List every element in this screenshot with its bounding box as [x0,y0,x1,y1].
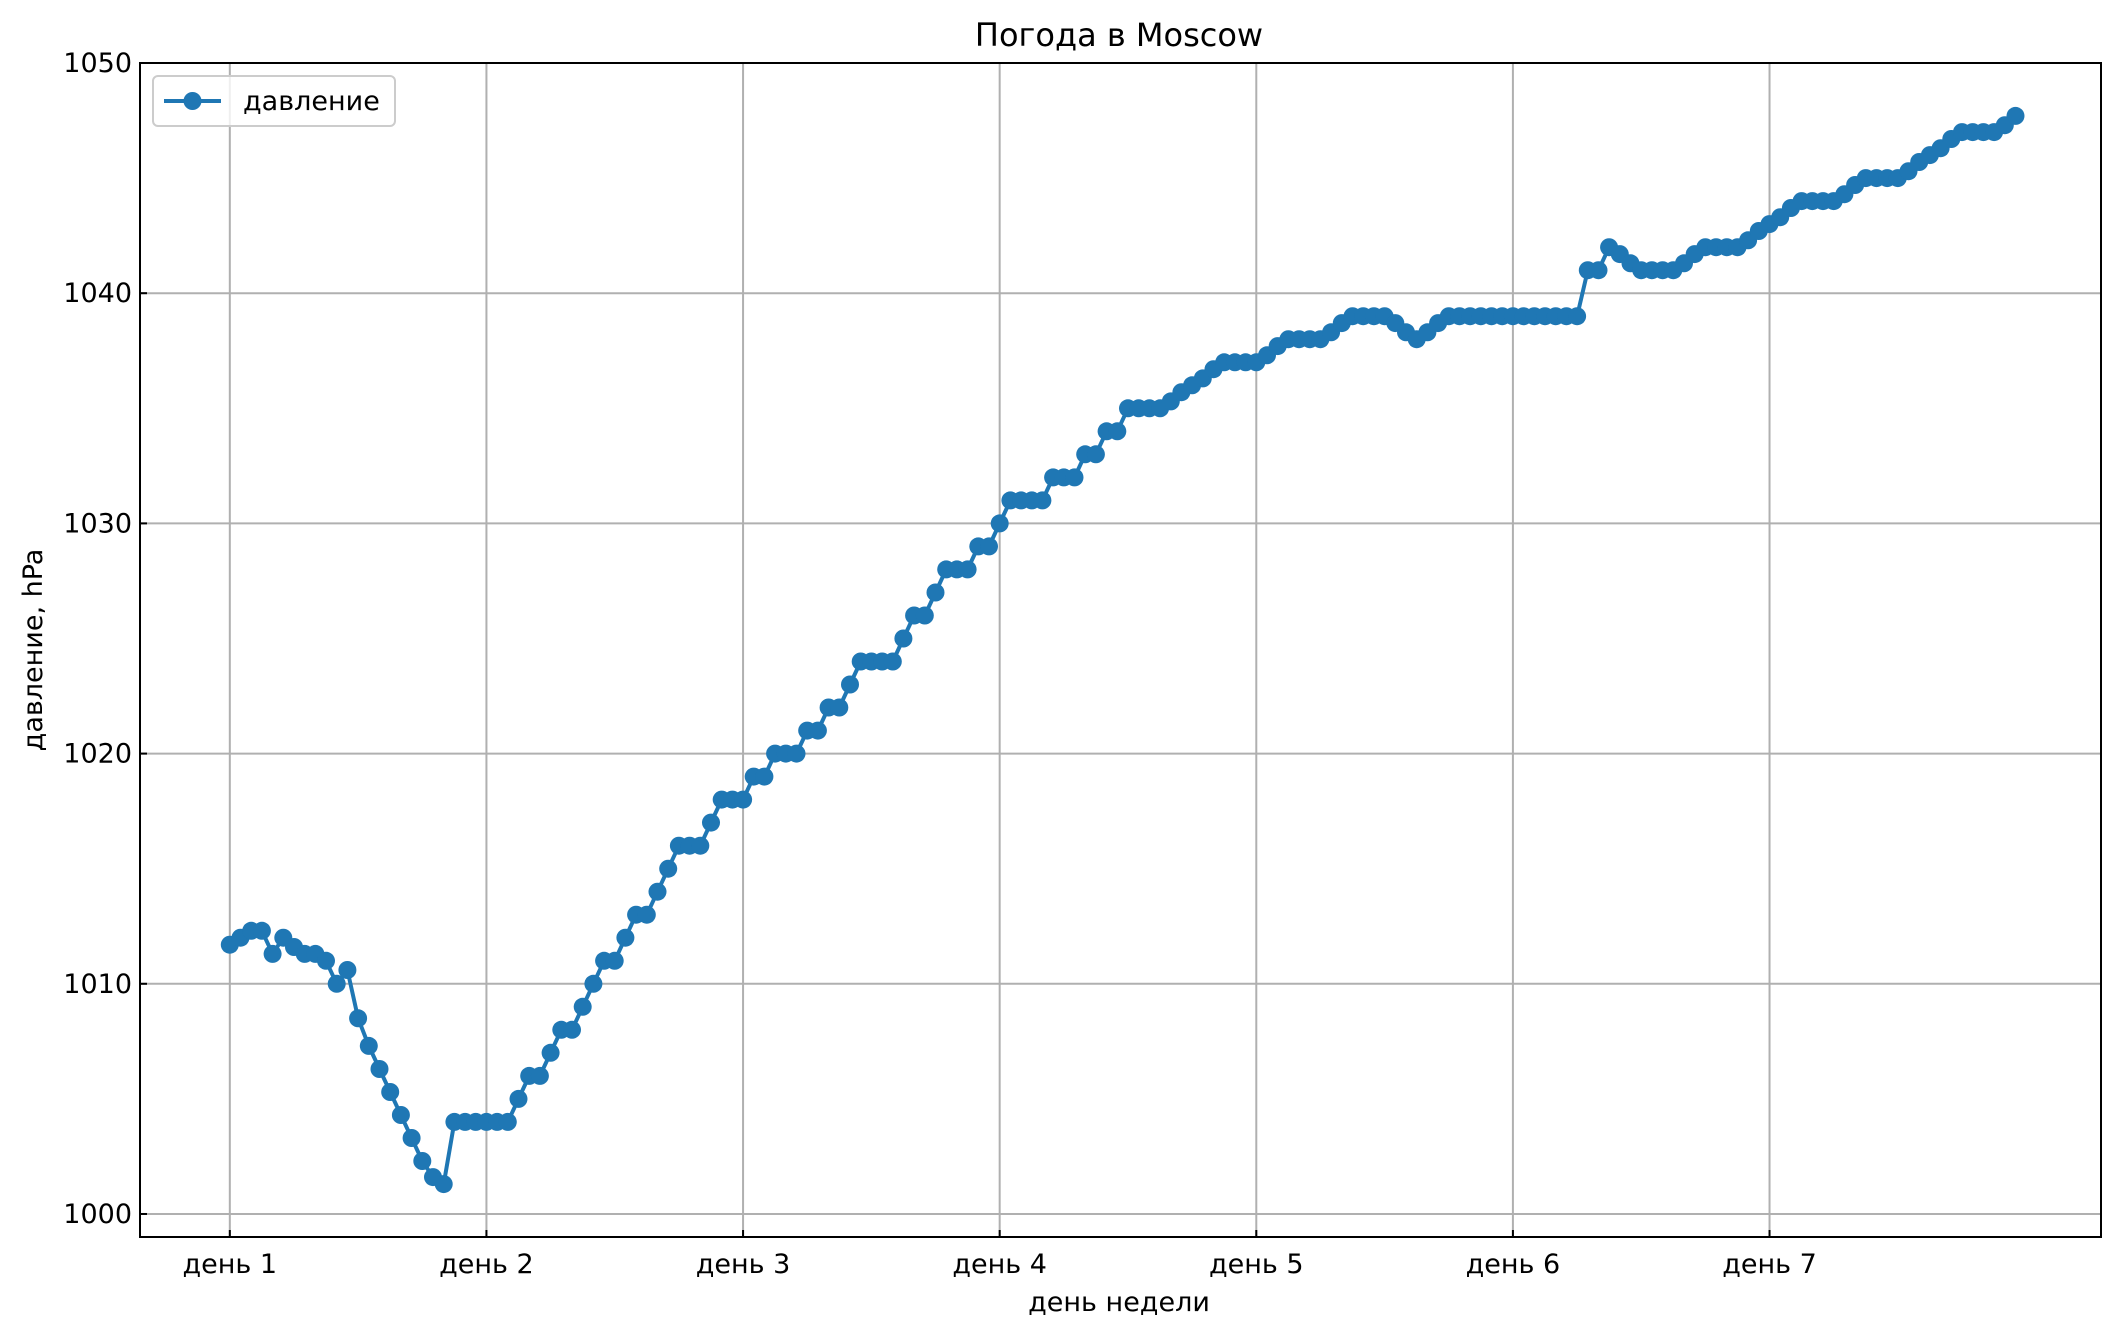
y-axis-ticks: 1000 1010 1020 1030 1040 1050 [63,48,147,1230]
y-tick-label: 1050 [63,48,132,79]
data-point [659,859,678,878]
series-line [228,114,2017,1187]
y-tick-label: 1030 [63,508,132,539]
y-tick-label: 1010 [63,969,132,1000]
x-tick-label: день 5 [1209,1249,1304,1280]
data-point [830,698,849,717]
y-axis-label: давление, hPa [18,549,49,752]
chart-title: Погода в Moscow [975,16,1263,54]
x-tick-label: день 1 [183,1249,278,1280]
data-point [926,583,945,602]
y-tick-label: 1020 [63,739,132,770]
x-tick-label: день 4 [952,1249,1047,1280]
data-point [1108,422,1127,441]
data-point [1033,491,1052,510]
x-tick-label: день 6 [1466,1249,1561,1280]
data-point [808,721,827,740]
data-point [381,1083,400,1101]
data-point [509,1089,528,1108]
data-point [391,1106,410,1124]
data-point [637,905,656,924]
data-point [349,1009,368,1028]
data-point [841,675,859,694]
data-point [702,813,720,832]
data-point [327,974,346,993]
data-point [915,606,934,625]
data-point [541,1043,560,1062]
y-tick-label: 1040 [63,278,132,309]
data-point [1568,307,1587,326]
data-point [894,629,913,648]
x-tick-label: день 3 [696,1249,791,1280]
data-point [1086,445,1105,464]
data-point [980,537,998,556]
data-point [263,944,282,963]
x-axis-label: день недели [1028,1287,1210,1318]
data-point [691,836,710,855]
x-tick-label: день 7 [1722,1249,1817,1280]
data-point [990,514,1009,533]
data-point [338,961,357,979]
data-point [883,652,902,671]
data-point [734,790,753,809]
data-point [1065,468,1084,487]
data-point [498,1112,517,1131]
y-tick-label: 1000 [63,1199,132,1230]
data-point [755,767,774,786]
data-point [317,951,335,970]
legend-marker-swatch [183,92,202,110]
data-point [402,1129,421,1147]
data-point [605,951,624,970]
x-tick-label: день 2 [439,1249,534,1280]
data-point [530,1066,549,1085]
legend: давление [152,75,396,127]
data-point [413,1152,432,1170]
data-point [359,1036,378,1055]
legend-box [152,75,396,127]
data-point [252,921,271,940]
grid-lines [140,62,2101,1237]
x-axis-ticks: день 1 день 2 день 3 день 4 день 5 день 6 день… [183,1230,1817,1280]
data-point [573,997,592,1016]
data-point [958,560,977,579]
data-point [616,928,635,947]
data-point [563,1020,581,1039]
data-point [2006,106,2025,125]
data-point [648,882,667,901]
series-layer [220,106,2025,1194]
data-point [370,1060,389,1078]
plot-frame [139,62,2102,1238]
data-point [584,974,603,993]
data-point [1589,261,1608,280]
data-point [787,744,806,763]
data-point [434,1175,453,1194]
legend-label: давление [243,86,380,117]
